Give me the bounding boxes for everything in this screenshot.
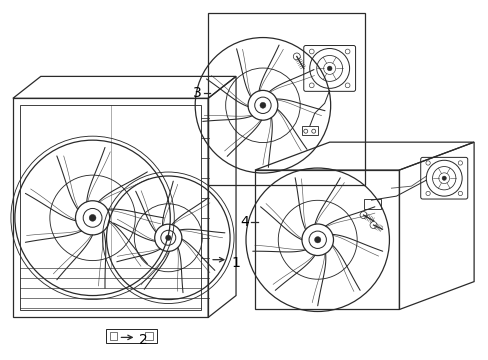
Text: 2: 2 — [139, 333, 148, 347]
Bar — [301, 126, 317, 135]
Bar — [109, 332, 117, 340]
Bar — [145, 332, 153, 340]
Circle shape — [441, 176, 446, 180]
Circle shape — [165, 235, 171, 240]
Bar — [20, 105, 201, 310]
Text: 3: 3 — [193, 86, 202, 100]
Bar — [105, 329, 157, 343]
Bar — [208, 13, 364, 185]
Text: 4: 4 — [240, 215, 248, 229]
Bar — [363, 199, 381, 209]
Circle shape — [89, 215, 96, 221]
Circle shape — [314, 237, 320, 243]
Text: 1: 1 — [230, 256, 240, 270]
Circle shape — [326, 66, 331, 71]
Circle shape — [260, 102, 265, 108]
